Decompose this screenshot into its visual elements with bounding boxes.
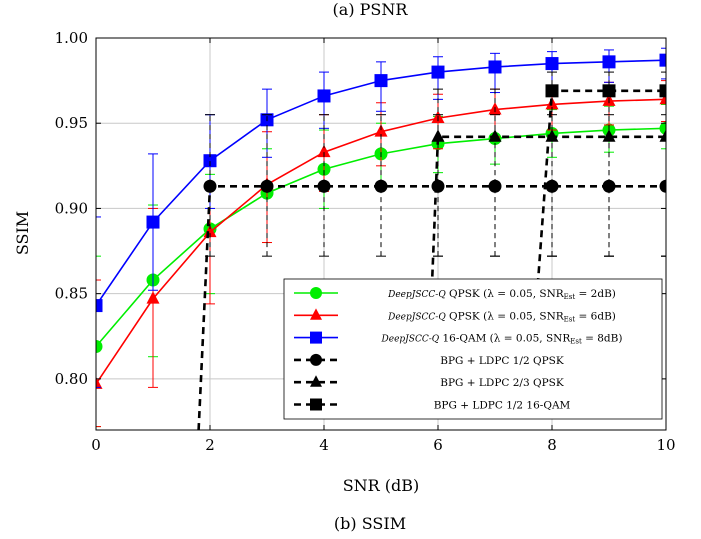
data-point [96, 339, 103, 353]
series-layer [96, 47, 666, 430]
y-tick-label: 0.80 [55, 370, 88, 388]
legend-label-italic: DeepJSCC-Q [387, 290, 446, 300]
legend-label-italic: DeepJSCC-Q [381, 335, 440, 345]
data-point [545, 84, 559, 98]
legend-label: DeepJSCC-Q QPSK (λ = 0.05, SNREst = 6dB) [387, 310, 616, 323]
legend-label-text: 16-QAM (λ = 0.05, SNR [439, 333, 571, 345]
data-point [203, 179, 217, 193]
legend-marker [310, 375, 322, 387]
legend-label-sub: Est [564, 293, 576, 301]
data-point [602, 55, 616, 69]
legend-marker [310, 308, 322, 320]
series-3 [96, 47, 666, 388]
legend-label-text: QPSK (λ = 0.05, SNR [446, 310, 565, 322]
data-point [659, 84, 666, 98]
legend-label-text: BPG + LDPC 2/3 QPSK [440, 377, 564, 389]
data-point [659, 129, 666, 142]
legend-label-italic: DeepJSCC-Q [387, 312, 446, 322]
data-point [488, 60, 502, 74]
caption-bottom: (b) SSIM [334, 514, 406, 533]
data-point [317, 179, 331, 193]
legend-label-tail: = 6dB) [575, 310, 616, 322]
series-line [431, 135, 666, 277]
legend-marker [310, 331, 322, 344]
legend-label: BPG + LDPC 1/2 16-QAM [434, 400, 571, 412]
data-point [96, 299, 103, 313]
data-point [146, 291, 160, 304]
legend-box [283, 278, 663, 420]
legend-label-sub: Est [564, 315, 576, 323]
legend-label: BPG + LDPC 2/3 QPSK [440, 377, 564, 389]
data-point [431, 129, 445, 142]
data-point [317, 89, 331, 103]
legend: DeepJSCC-Q QPSK (λ = 0.05, SNREst = 2dB)… [283, 278, 663, 420]
data-point [96, 376, 103, 389]
legend-label-text: BPG + LDPC 1/2 16-QAM [434, 400, 571, 412]
legend-label: BPG + LDPC 1/2 QPSK [440, 355, 564, 367]
data-point [374, 74, 388, 88]
data-point [659, 53, 666, 67]
y-axis-label: SSIM [13, 211, 32, 255]
data-point [602, 84, 616, 98]
data-point [431, 65, 445, 79]
data-point [488, 179, 502, 193]
legend-label-text: BPG + LDPC 1/2 QPSK [440, 355, 564, 367]
data-point [602, 179, 616, 193]
y-tick-label: 0.90 [55, 199, 88, 217]
y-tick-label: 1.00 [55, 29, 88, 47]
y-tick-label: 0.95 [55, 114, 88, 132]
data-point [488, 129, 502, 142]
x-tick-label: 10 [656, 436, 675, 454]
legend-marker [310, 398, 322, 411]
plot-frame [95, 37, 667, 431]
data-point [317, 144, 331, 158]
data-point [545, 179, 559, 193]
legend-marker [310, 353, 322, 366]
x-tick-label: 4 [319, 436, 329, 454]
data-point [146, 215, 160, 229]
series-6 [536, 71, 666, 286]
legend-label-tail: = 2dB) [575, 288, 616, 300]
series-line [197, 184, 666, 430]
x-tick-label: 6 [433, 436, 443, 454]
data-point [374, 124, 388, 137]
legend-marker [310, 287, 322, 299]
data-point [374, 179, 388, 193]
legend-label-sub: Est [570, 338, 582, 346]
x-axis-label: SNR (dB) [343, 476, 420, 495]
legend-label-tail: = 8dB) [582, 333, 623, 345]
series-line [536, 89, 666, 286]
data-point [659, 179, 666, 193]
data-point [659, 121, 666, 135]
legend-label-text: QPSK (λ = 0.05, SNR [446, 288, 565, 300]
y-tick-label: 0.85 [55, 285, 88, 303]
caption-top: (a) PSNR [333, 0, 409, 19]
data-point [545, 57, 559, 71]
legend-label: DeepJSCC-Q QPSK (λ = 0.05, SNREst = 2dB) [387, 288, 616, 301]
x-tick-label: 8 [547, 436, 557, 454]
legend-label: DeepJSCC-Q 16-QAM (λ = 0.05, SNREst = 8d… [381, 333, 623, 346]
x-tick-label: 0 [91, 436, 101, 454]
x-tick-label: 2 [205, 436, 215, 454]
data-point [203, 154, 217, 168]
data-point [260, 179, 274, 193]
